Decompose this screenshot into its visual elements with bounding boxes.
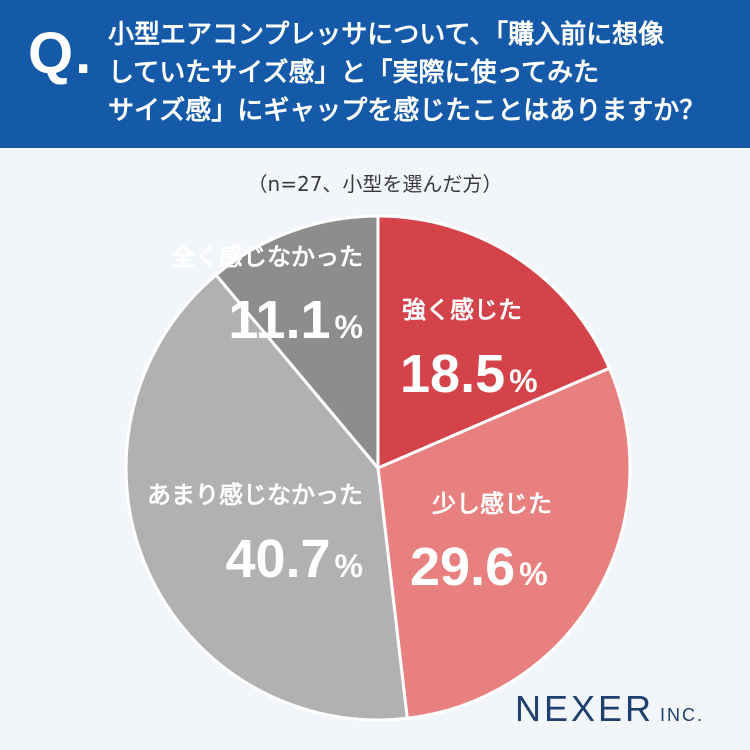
slice-label-2: 少し感じた (431, 490, 552, 518)
slice-label-4: 全く感じなかった (170, 243, 363, 271)
slice-label-3: あまり感じなかった (147, 481, 363, 509)
logo-suffix: INC. (660, 705, 705, 725)
slice-value-4: 11.1% (228, 290, 363, 350)
pie-slice-3 (124, 272, 409, 722)
q-mark: Q. (28, 21, 94, 86)
logo-name: NEXER (515, 688, 655, 729)
question-text: 小型エアコンプレッサについて、「購入前に想像 していたサイズ感」と「実際に使って… (108, 20, 706, 126)
slice-value-2: 29.6% (410, 537, 548, 597)
sample-note: （n=27、小型を選んだ方） (247, 172, 503, 196)
question-header: Q. 小型エアコンプレッサについて、「購入前に想像 していたサイズ感」と「実際に… (0, 0, 750, 148)
nexer-logo: NEXER INC. (515, 688, 704, 730)
pie-slice-4 (213, 214, 380, 473)
pie-slice-2 (376, 366, 632, 720)
slice-value-3: 40.7% (225, 529, 363, 589)
slice-value-1: 18.5% (400, 344, 538, 404)
slice-label-1: 強く感じた (402, 296, 522, 324)
pie-slice-1 (376, 214, 612, 471)
